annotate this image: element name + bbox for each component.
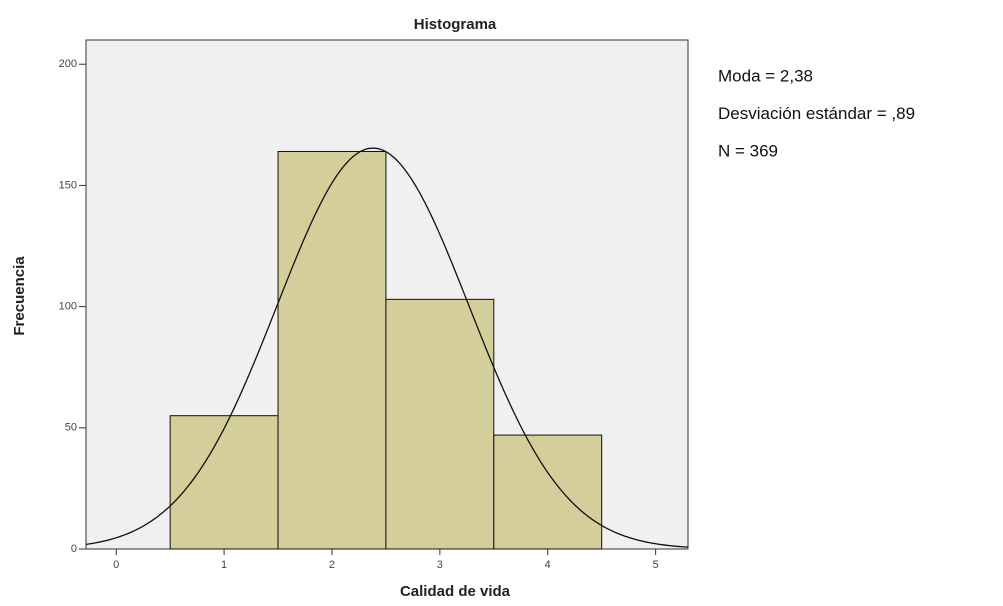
stat-line: N = 369 (718, 141, 778, 160)
x-axis-title: Calidad de vida (400, 583, 511, 600)
bar (385, 298, 495, 550)
x-tick-label: 4 (545, 559, 551, 571)
stat-line: Desviación estándar = ,89 (718, 104, 915, 123)
y-tick-label: 50 (65, 422, 77, 434)
x-tick-label: 5 (653, 559, 659, 571)
y-tick-label: 0 (71, 543, 77, 555)
y-tick-label: 150 (59, 179, 77, 191)
chart-title: Histograma (414, 16, 497, 33)
bar (169, 415, 279, 550)
x-tick-label: 0 (113, 559, 119, 571)
x-tick-label: 2 (329, 559, 335, 571)
normal-curve (85, 147, 689, 548)
y-axis-title: Frecuencia (11, 256, 28, 336)
x-tick-label: 1 (221, 559, 227, 571)
bar (277, 150, 387, 550)
stat-line: Moda = 2,38 (718, 66, 813, 85)
x-tick-label: 3 (437, 559, 443, 571)
bar (493, 434, 603, 550)
y-tick-label: 200 (59, 58, 77, 70)
y-tick-label: 100 (59, 301, 77, 313)
